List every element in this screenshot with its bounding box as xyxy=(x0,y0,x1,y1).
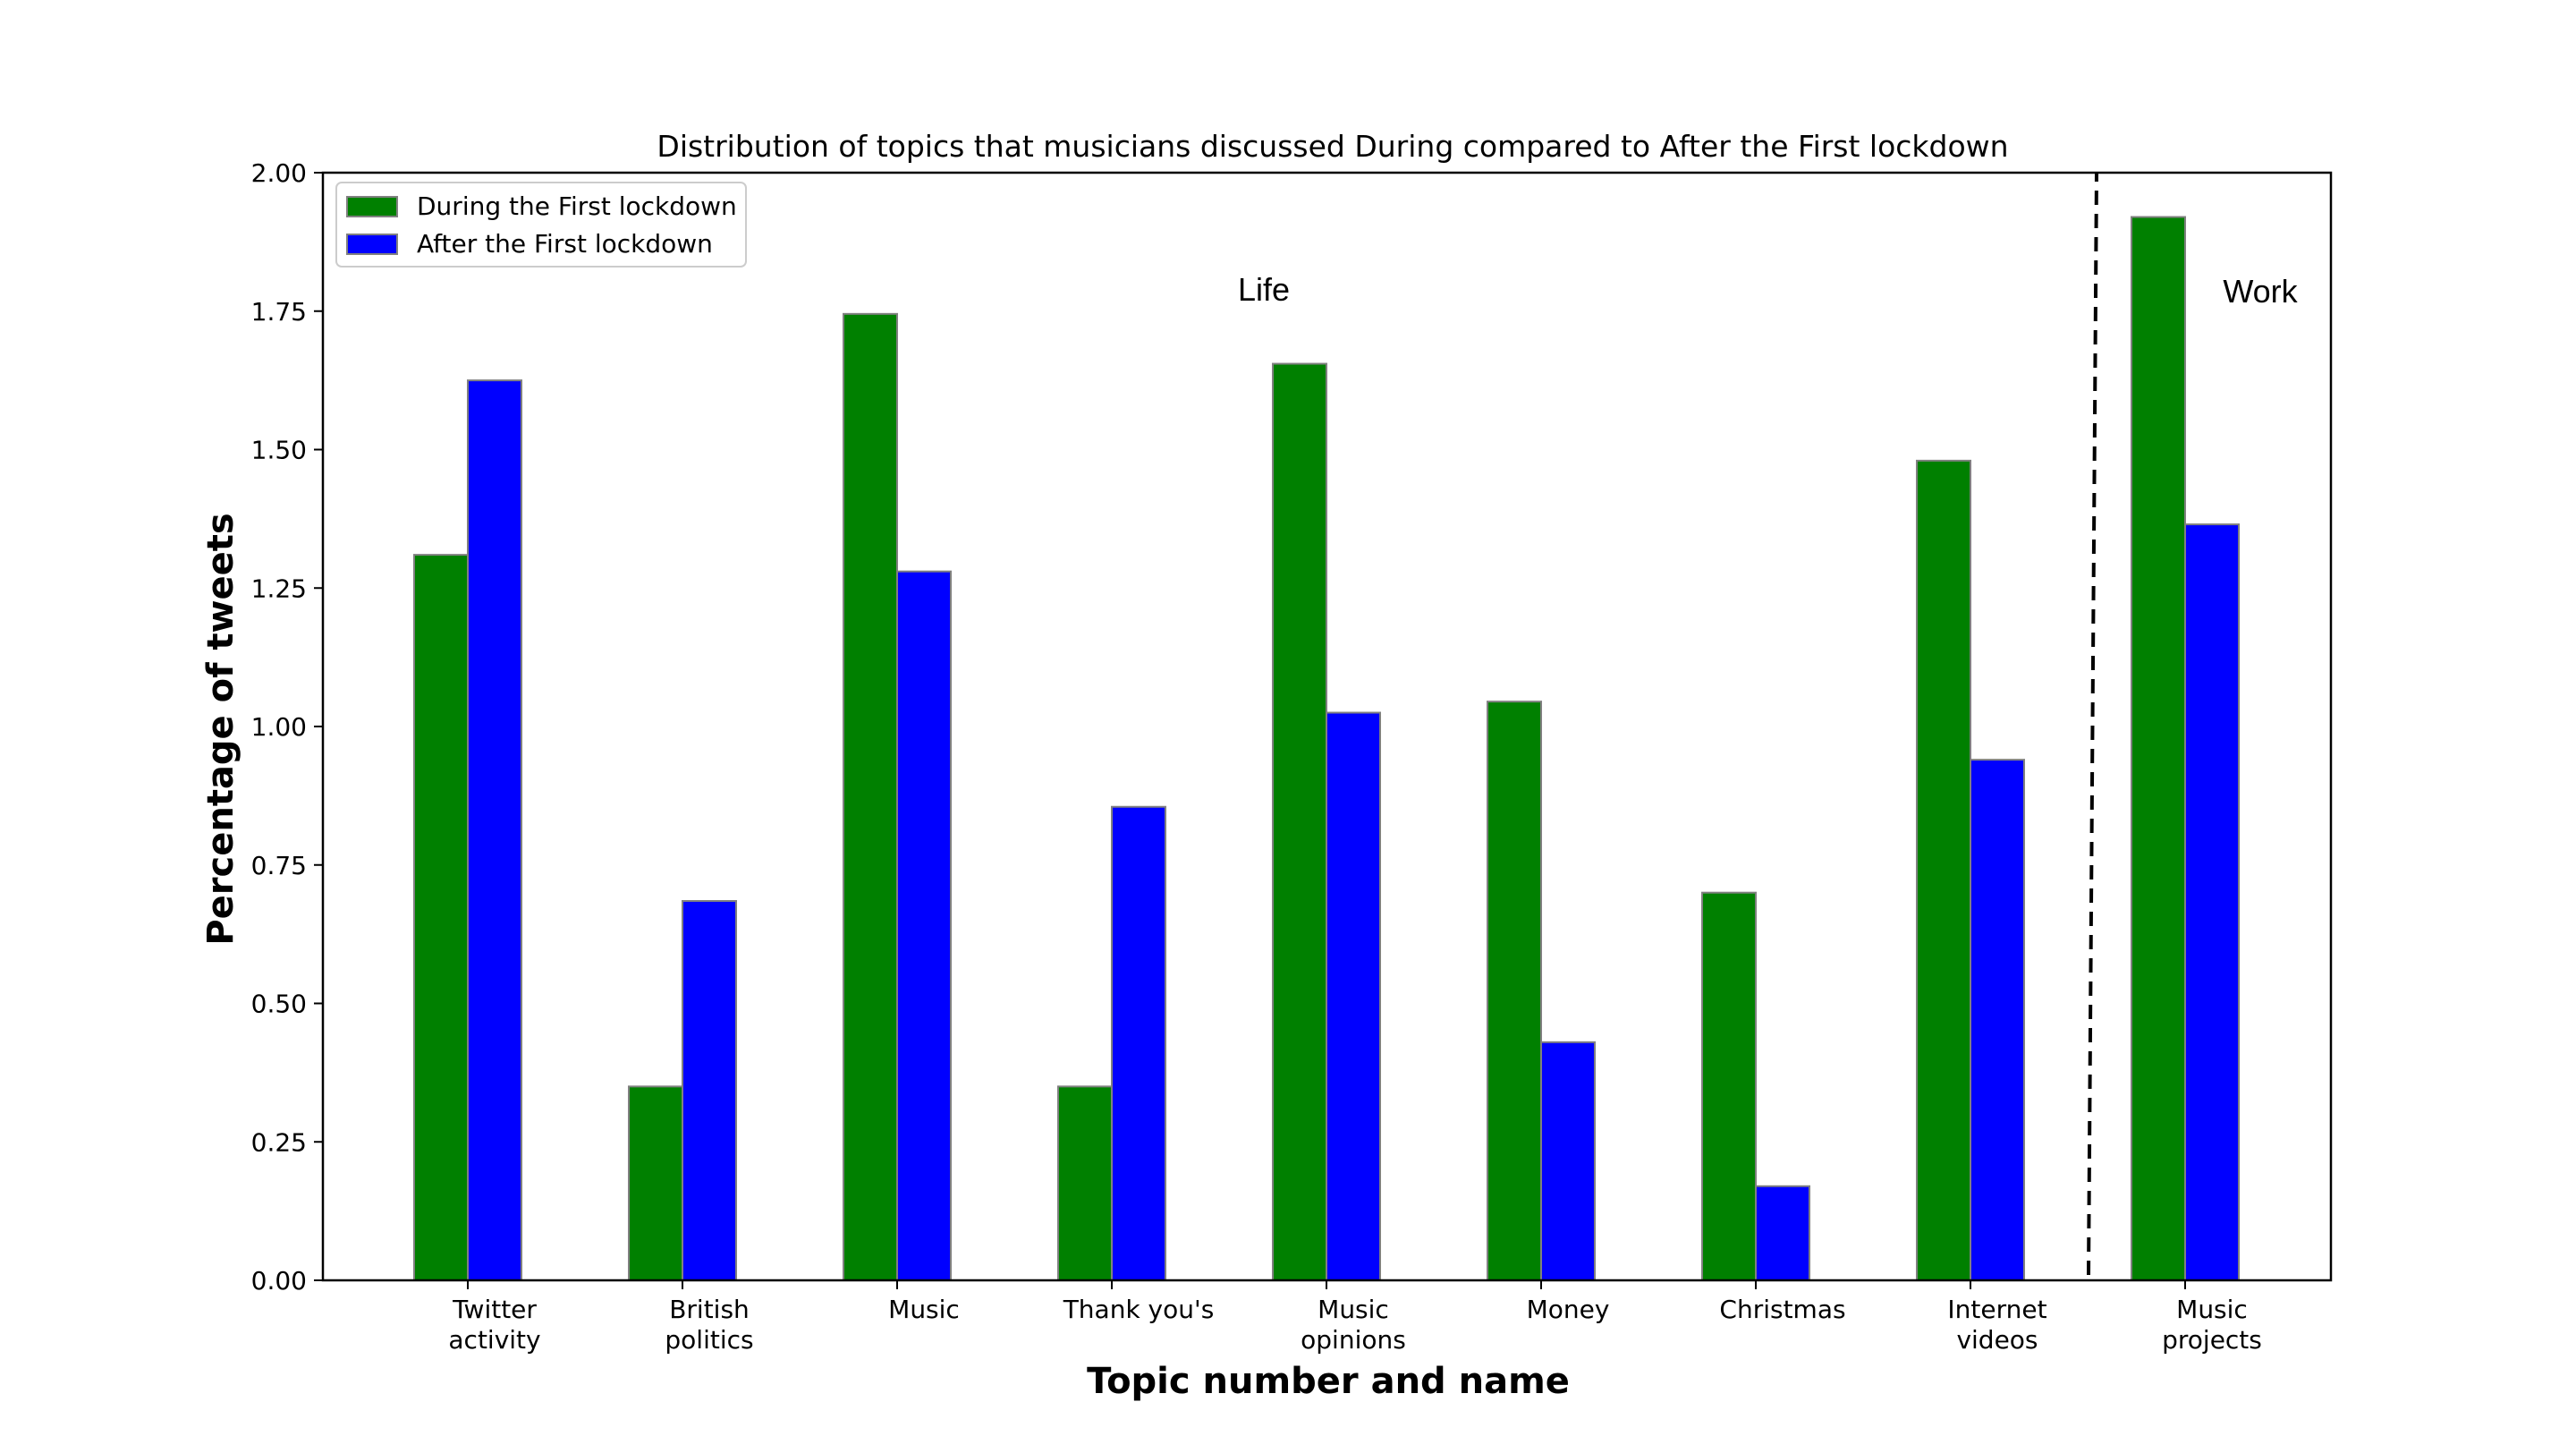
x-tick-label-line: videos xyxy=(1956,1325,2038,1355)
bar-music-opinions-during-the-first-lockdown xyxy=(1272,362,1327,1281)
y-tick-label: 1.00 xyxy=(251,712,307,742)
y-tick-label: 1.50 xyxy=(251,436,307,465)
x-axis: Twitter activity British politics Music Thank… xyxy=(448,1280,2262,1355)
x-tick-label-christmas: Christmas xyxy=(1719,1295,1845,1324)
bar-music-projects-during-the-first-lockdown xyxy=(2131,216,2186,1281)
bar-internet-videos-after-the-first-lockdown xyxy=(1970,759,2025,1281)
section-separator-line xyxy=(2087,172,2098,1276)
bar-british-politics-during-the-first-lockdown xyxy=(628,1085,683,1281)
x-tick-label-music: Music xyxy=(888,1295,960,1324)
x-tick-label-twitter-activity: Twitter activity xyxy=(448,1295,540,1355)
x-tick-label-line: projects xyxy=(2162,1325,2262,1355)
bar-british-politics-after-the-first-lockdown xyxy=(682,899,737,1281)
bar-money-during-the-first-lockdown xyxy=(1487,701,1542,1281)
bar-twitter-activity-after-the-first-lockdown xyxy=(467,379,522,1281)
x-tick-label-line: activity xyxy=(448,1325,540,1355)
bar-music-opinions-after-the-first-lockdown xyxy=(1326,711,1381,1281)
annotation-life: Life xyxy=(1238,271,1290,308)
y-axis: 0.00 0.25 0.50 0.75 1.00 1.25 1.50 1.75 2.00 xyxy=(251,158,323,1296)
bar-christmas-during-the-first-lockdown xyxy=(1701,891,1757,1281)
y-tick-label: 1.75 xyxy=(251,297,307,327)
x-tick-label-line: opinions xyxy=(1301,1325,1406,1355)
legend-swatch-during-the-first-lockdown xyxy=(346,196,398,217)
bar-christmas-after-the-first-lockdown xyxy=(1755,1185,1810,1282)
x-tick-label-line: Internet xyxy=(1947,1295,2046,1324)
x-tick-label-line: Music xyxy=(1318,1295,1389,1324)
bar-music-after-the-first-lockdown xyxy=(896,570,952,1281)
x-axis-title: Topic number and name xyxy=(1087,1361,1570,1402)
bar-music-during-the-first-lockdown xyxy=(843,312,898,1282)
x-tick-label-line: Christmas xyxy=(1719,1295,1845,1324)
x-tick-label-line: Money xyxy=(1527,1295,1610,1324)
y-tick-label: 0.25 xyxy=(251,1127,307,1157)
legend-swatch-after-the-first-lockdown xyxy=(346,234,398,255)
x-tick-label-internet-videos: Internet videos xyxy=(1947,1295,2046,1355)
y-axis-title: Percentage of tweets xyxy=(200,513,242,945)
bars-layer xyxy=(413,216,2240,1282)
bar-thank-you-s-after-the-first-lockdown xyxy=(1111,805,1166,1281)
x-tick-label-line: Music xyxy=(888,1295,960,1324)
y-tick-label: 2.00 xyxy=(251,158,307,188)
bar-twitter-activity-during-the-first-lockdown xyxy=(413,554,469,1281)
x-tick-label-line: Twitter xyxy=(452,1295,537,1324)
y-tick-label: 0.00 xyxy=(251,1266,307,1296)
x-tick-label-line: Music xyxy=(2176,1295,2248,1324)
y-tick-label: 1.25 xyxy=(251,574,307,603)
bar-money-after-the-first-lockdown xyxy=(1540,1041,1596,1281)
x-tick-label-music-opinions: Music opinions xyxy=(1301,1295,1406,1355)
y-tick-label: 0.50 xyxy=(251,990,307,1019)
x-tick-label-thank-you-s: Thank you's xyxy=(1063,1295,1215,1324)
bar-music-projects-after-the-first-lockdown xyxy=(2184,523,2240,1281)
x-tick-label-line: politics xyxy=(665,1325,753,1355)
x-tick-label-money: Money xyxy=(1527,1295,1610,1324)
annotation-work: Work xyxy=(2223,273,2298,310)
x-tick-label-music-projects: Music projects xyxy=(2162,1295,2262,1355)
legend-box xyxy=(335,182,747,268)
bar-internet-videos-during-the-first-lockdown xyxy=(1916,459,1971,1281)
x-tick-label-british-politics: British politics xyxy=(665,1295,753,1355)
x-tick-label-line: British xyxy=(669,1295,750,1324)
chart-title: Distribution of topics that musicians di… xyxy=(657,129,2008,164)
legend-label-during-the-first-lockdown: During the First lockdown xyxy=(417,191,737,221)
x-tick-label-line: Thank you's xyxy=(1063,1295,1215,1324)
legend-label-after-the-first-lockdown: After the First lockdown xyxy=(417,229,713,259)
y-tick-label: 0.75 xyxy=(251,851,307,880)
legend: During the First lockdown After the First… xyxy=(335,182,747,268)
bar-thank-you-s-during-the-first-lockdown xyxy=(1057,1085,1113,1281)
